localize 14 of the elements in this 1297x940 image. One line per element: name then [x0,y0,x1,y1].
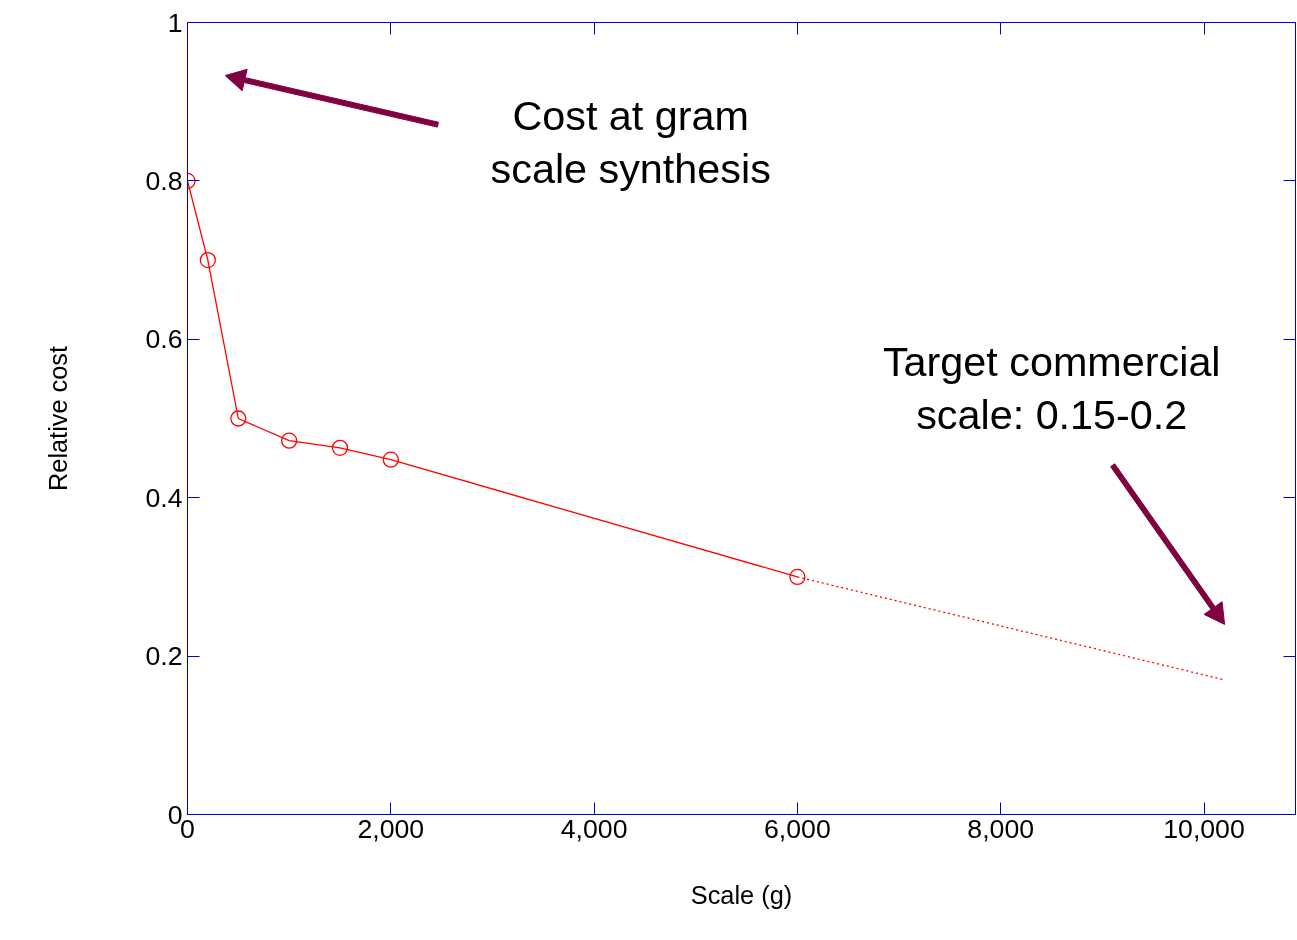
x-tick-label: 8,000 [967,813,1035,844]
y-tick-label: 0.6 [145,324,183,355]
y-tick-label: 0.8 [145,165,183,196]
x-axis-title: Scale (g) [690,880,793,909]
x-tick-label: 6,000 [764,813,831,844]
y-tick-label: 1 [167,7,183,38]
x-tick-label: 4,000 [560,813,628,844]
y-tick-label: 0.2 [145,641,183,672]
y-tick-label: 0.4 [145,482,183,513]
x-tick-label: 10,000 [1163,813,1245,844]
annotation: Target commercial scale: 0.15-0.2 [882,338,1221,438]
annotation: Cost at gram scale synthesis [490,93,771,193]
y-axis-title: Relative cost [44,346,73,491]
x-tick-label: 2,000 [357,813,425,844]
